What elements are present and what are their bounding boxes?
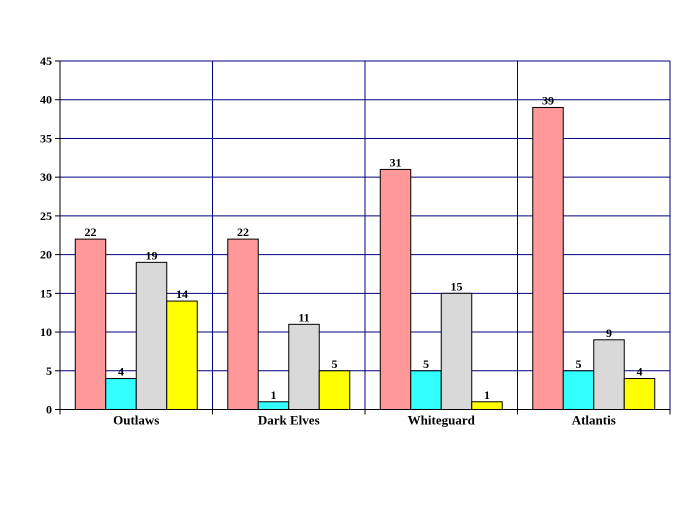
y-tick-label: 10 [40, 325, 52, 339]
bar-outlaws-s2 [105, 378, 137, 410]
data-label: 15 [451, 279, 463, 293]
data-label: 4 [118, 365, 124, 379]
bar-atlantis-s1 [532, 106, 564, 410]
data-label: 31 [390, 155, 402, 169]
data-label: 1 [271, 388, 277, 402]
axes [55, 60, 671, 415]
y-tick-label: 5 [46, 364, 52, 378]
data-label: 5 [332, 357, 338, 371]
data-label: 1 [484, 388, 490, 402]
x-tick-label: Whiteguard [408, 413, 476, 428]
bar-whiteguard-s1 [379, 168, 412, 410]
bar-dark-elves-s4 [318, 370, 351, 410]
data-label: 4 [637, 365, 643, 379]
y-tick-label: 25 [40, 209, 52, 223]
bar-atlantis-s3 [593, 339, 625, 410]
y-tick-label: 40 [40, 93, 52, 107]
bar-dark-elves-s3 [288, 323, 320, 410]
data-label: 5 [576, 357, 582, 371]
bar-atlantis-s2 [562, 370, 595, 410]
y-tick-label: 45 [40, 54, 52, 68]
x-tick-label: Outlaws [113, 413, 159, 428]
y-tick-label: 35 [40, 131, 52, 145]
labels: 0510152025303540452241914Outlaws221115Da… [40, 54, 643, 428]
bar-whiteguard-s2 [410, 370, 442, 410]
y-tick-label: 30 [40, 170, 52, 184]
bar-dark-elves-s1 [227, 238, 259, 410]
x-tick-label: Atlantis [572, 413, 616, 428]
x-tick-label: Dark Elves [258, 413, 320, 428]
data-label: 14 [176, 287, 188, 301]
bar-atlantis-s4 [623, 378, 656, 410]
bar-whiteguard-s4 [471, 401, 503, 410]
bar-outlaws-s3 [135, 261, 168, 410]
data-label: 11 [298, 310, 309, 324]
y-tick-label: 20 [40, 248, 52, 262]
data-label: 39 [542, 93, 554, 107]
bar-whiteguard-s3 [440, 292, 473, 411]
bar-dark-elves-s2 [257, 401, 290, 410]
data-label: 5 [423, 357, 429, 371]
data-label: 19 [146, 248, 158, 262]
data-label: 22 [237, 225, 249, 239]
y-tick-label: 0 [46, 403, 52, 417]
data-label: 9 [606, 326, 612, 340]
y-tick-label: 15 [40, 286, 52, 300]
bars [74, 106, 656, 411]
bar-outlaws-s1 [74, 238, 107, 410]
bar-outlaws-s4 [166, 300, 198, 411]
data-label: 22 [85, 225, 97, 239]
